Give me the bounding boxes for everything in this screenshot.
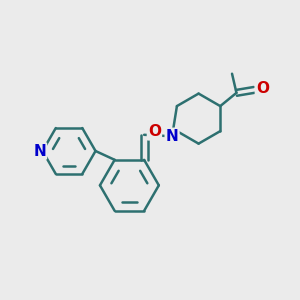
Text: N: N (166, 129, 178, 144)
Text: N: N (33, 143, 46, 158)
Text: O: O (256, 81, 269, 96)
Text: O: O (148, 124, 161, 140)
